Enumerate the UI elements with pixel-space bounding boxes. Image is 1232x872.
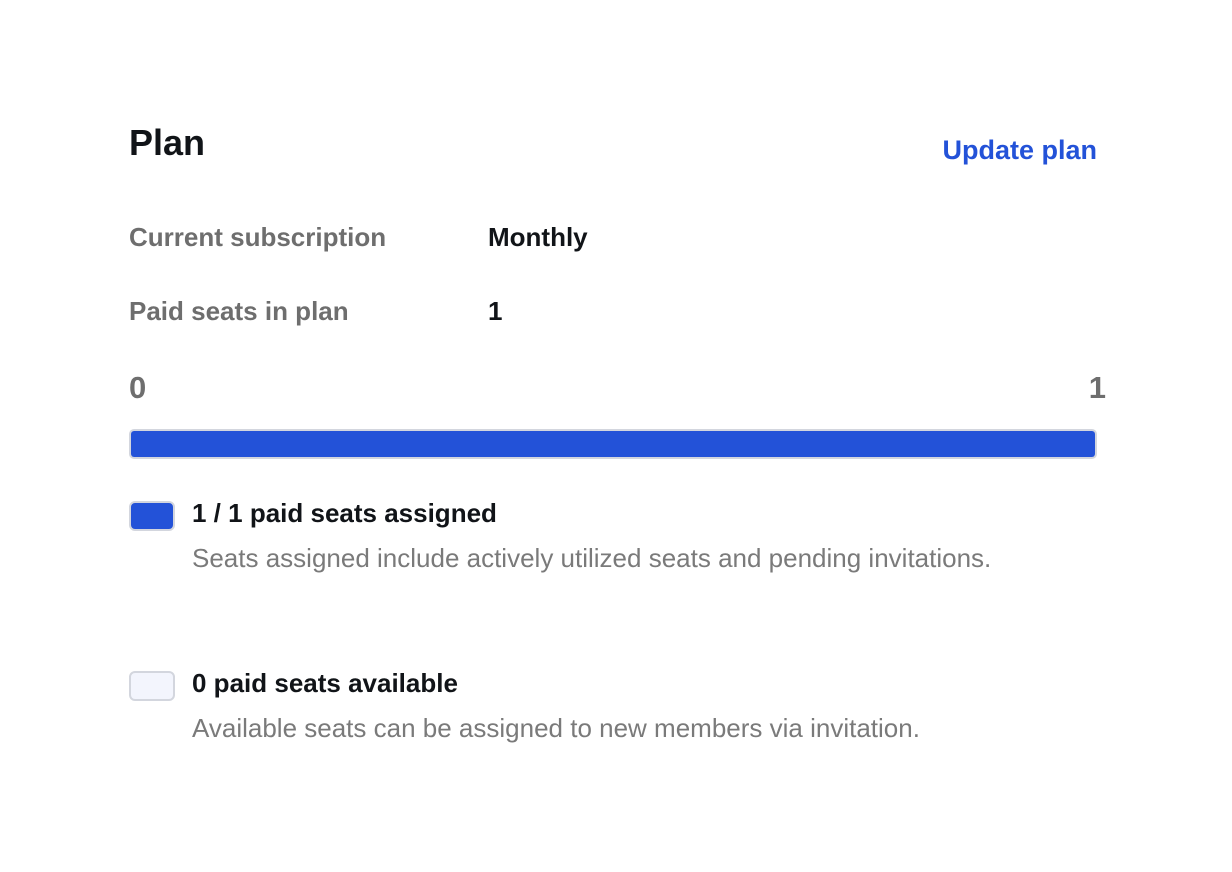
paid-seats-label: Paid seats in plan (129, 296, 349, 326)
current-subscription-label: Current subscription (129, 222, 387, 252)
seats-progress-fill (131, 431, 1095, 457)
paid-seats-value: 1 (488, 296, 503, 326)
available-title: 0 paid seats available (192, 668, 458, 698)
available-description: Available seats can be assigned to new m… (192, 713, 920, 743)
scale-max: 1 (1088, 370, 1106, 405)
current-subscription-value: Monthly (488, 222, 588, 252)
page-title: Plan (129, 122, 206, 163)
seats-progress-bar (129, 429, 1097, 459)
update-plan-link[interactable]: Update plan (942, 135, 1097, 165)
scale-min: 0 (129, 370, 147, 405)
available-swatch (129, 671, 175, 701)
assigned-title: 1 / 1 paid seats assigned (192, 498, 497, 528)
assigned-description: Seats assigned include actively utilized… (192, 543, 992, 573)
assigned-swatch (129, 501, 175, 531)
